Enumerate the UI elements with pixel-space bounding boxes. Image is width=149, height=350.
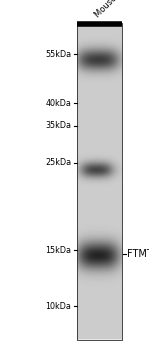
Text: FTMT: FTMT (127, 249, 149, 259)
Text: 40kDa: 40kDa (46, 99, 72, 108)
Text: 55kDa: 55kDa (45, 50, 72, 59)
Text: 15kDa: 15kDa (46, 246, 72, 255)
Text: 25kDa: 25kDa (45, 158, 72, 167)
Bar (77, 23, 122, 340)
Text: Mouse testis: Mouse testis (93, 0, 137, 19)
Text: 10kDa: 10kDa (46, 302, 72, 311)
Text: 35kDa: 35kDa (46, 121, 72, 131)
